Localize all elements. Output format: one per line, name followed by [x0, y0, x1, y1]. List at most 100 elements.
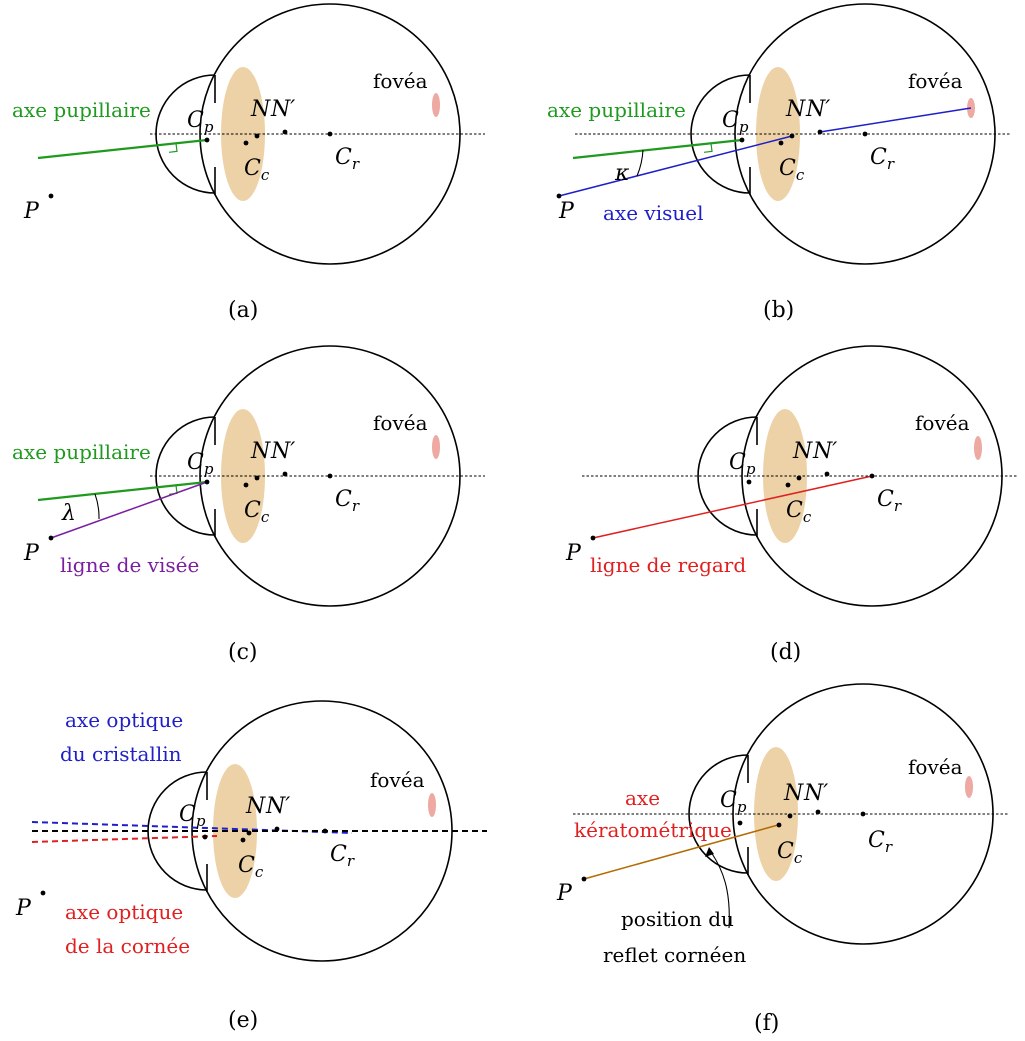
cornea	[688, 754, 749, 874]
label-n: N	[785, 97, 806, 122]
label-cp: Cp	[729, 450, 756, 478]
point-n	[246, 830, 252, 836]
label-kappa: κ	[614, 161, 630, 186]
right-angle-mark	[703, 143, 713, 153]
point-cc	[785, 482, 791, 488]
panel-f: P Cp N N′ Cc Cr fovéa axe kératométrique…	[556, 683, 1008, 1036]
label-fovea: fovéa	[370, 768, 425, 792]
label-p: P	[23, 541, 40, 566]
fovea	[432, 93, 440, 117]
label-kerato-2: kératométrique	[574, 818, 732, 842]
point-cc	[243, 140, 249, 146]
point-cr	[869, 473, 875, 479]
crystalline-lens	[221, 67, 265, 201]
label-reflet-2: reflet cornéen	[603, 943, 746, 967]
label-cc: Cc	[779, 156, 805, 184]
gaze-line	[592, 475, 873, 539]
label-p: P	[15, 896, 32, 921]
label-cp: Cp	[179, 802, 206, 830]
label-cc: Cc	[777, 839, 803, 867]
label-cr: Cr	[868, 828, 893, 856]
caption-b: (b)	[763, 298, 794, 323]
label-cp: Cp	[187, 108, 214, 136]
label-nprime: N′	[803, 781, 828, 806]
fovea	[974, 436, 982, 460]
label-cornea-axis-2: de la cornée	[65, 934, 190, 958]
point-cp	[737, 820, 743, 826]
label-cr: Cr	[330, 842, 355, 870]
panel-e: P Cp N N′ Cc Cr fovéa axe optique du cri…	[15, 700, 487, 1033]
point-nprime	[817, 129, 823, 135]
point-nprime	[815, 809, 821, 815]
label-fovea: fovéa	[373, 69, 428, 93]
point-nprime	[824, 471, 830, 477]
point-p	[590, 535, 596, 541]
label-cp: Cp	[720, 788, 747, 816]
label-p: P	[556, 881, 573, 906]
point-p	[556, 193, 562, 199]
fovea	[432, 435, 440, 459]
pupil-axis-line	[37, 138, 208, 160]
label-cc: Cc	[244, 498, 270, 526]
label-p: P	[558, 199, 575, 224]
label-gaze-line: ligne de regard	[590, 553, 746, 577]
label-pupil-axis: axe pupillaire	[547, 98, 686, 122]
label-cc: Cc	[238, 853, 264, 881]
point-cc	[776, 822, 782, 828]
point-cr	[327, 473, 333, 479]
label-fovea: fovéa	[908, 755, 963, 779]
point-cr	[322, 828, 328, 834]
point-cp	[204, 137, 210, 143]
caption-a: (a)	[228, 298, 258, 323]
point-cp	[739, 137, 745, 143]
label-cc: Cc	[786, 498, 812, 526]
caption-f: (f)	[754, 1011, 779, 1036]
label-cc: Cc	[244, 156, 270, 184]
pupil-axis-line	[572, 138, 743, 160]
point-cr	[862, 131, 868, 137]
point-nprime	[274, 826, 280, 832]
label-fovea: fovéa	[915, 411, 970, 435]
point-p	[581, 876, 587, 882]
visual-axis-back	[819, 107, 972, 133]
label-kerato-1: axe	[625, 786, 660, 810]
line-of-sight	[50, 481, 208, 539]
keratometric-axis-line	[583, 824, 779, 880]
point-cc	[240, 837, 246, 843]
cornea	[697, 416, 758, 536]
label-reflet-1: position du	[621, 907, 734, 931]
right-angle-mark	[168, 143, 178, 153]
label-pupil-axis: axe pupillaire	[12, 440, 151, 464]
point-cp	[204, 479, 210, 485]
point-p	[48, 535, 54, 541]
point-cr	[327, 131, 333, 137]
reflex-pointer-arrow	[710, 851, 730, 929]
panel-a: P Cp N N′ Cc Cr fovéa axe pupillaire (a)	[12, 3, 485, 323]
label-n: N	[245, 794, 266, 819]
point-cc	[243, 482, 249, 488]
label-visual-axis: axe visuel	[603, 201, 703, 225]
cornea	[690, 74, 751, 194]
panel-c: P λ Cp N N′ Cc Cr fovéa axe pupillaire l…	[12, 345, 485, 665]
cornea-optical-axis	[31, 835, 218, 843]
point-cr	[860, 811, 866, 817]
label-cr: Cr	[870, 145, 895, 173]
kappa-arc	[636, 149, 644, 177]
point-n	[787, 813, 793, 819]
label-nprime: N′	[805, 97, 830, 122]
point-p	[48, 193, 54, 199]
cornea	[147, 771, 208, 891]
point-cp	[746, 479, 752, 485]
panel-d: P Cp N N′ Cc Cr fovéa ligne de regard (d…	[565, 345, 1017, 665]
visual-axis-front	[558, 135, 793, 197]
label-cp: Cp	[722, 108, 749, 136]
point-n	[254, 475, 260, 481]
label-fovea: fovéa	[908, 69, 963, 93]
label-nprime: N′	[265, 794, 290, 819]
label-lens-axis-2: du cristallin	[60, 742, 182, 766]
lambda-arc	[94, 493, 100, 520]
label-n: N	[783, 781, 804, 806]
crystalline-lens	[221, 409, 265, 543]
point-n	[789, 133, 795, 139]
